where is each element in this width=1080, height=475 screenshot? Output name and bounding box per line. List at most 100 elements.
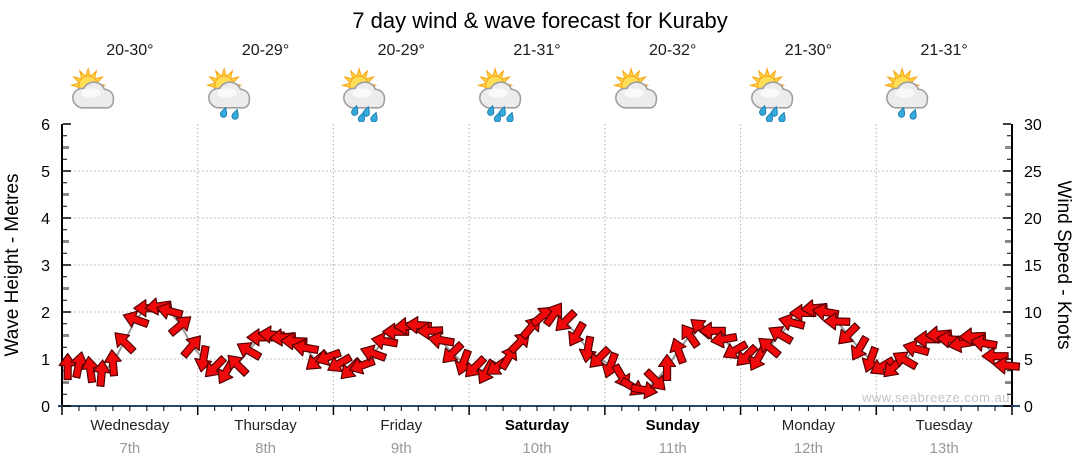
temperature-range: 20-32° — [649, 42, 697, 59]
day-date: 10th — [469, 440, 605, 460]
cloud-body — [619, 95, 656, 108]
wind-arrow-shape — [892, 351, 919, 371]
day-name-label: Sunday — [645, 417, 700, 434]
rain-drop — [231, 108, 239, 120]
wind-arrow-shape — [823, 312, 851, 331]
wind-arrow-shape — [70, 351, 89, 379]
watermark: www.seabreeze.com.au — [861, 390, 1010, 405]
day-date-label: 11th — [658, 440, 687, 457]
wind-arrow-shape — [103, 349, 122, 377]
day-temperature: 20-29° — [198, 42, 334, 62]
wind-arrow-shape — [327, 353, 353, 373]
cloud-body — [483, 95, 520, 108]
wind-arrow — [850, 335, 870, 361]
weather-icon-sun-cloud-rain — [476, 66, 522, 122]
right-axis-tick-label: 10 — [1024, 305, 1042, 322]
wind-arrow — [630, 381, 658, 400]
cloud-highlight — [217, 88, 237, 98]
day-date: 8th — [198, 440, 334, 460]
day-temperature: 20-30° — [62, 42, 198, 62]
wind-arrow-shape — [669, 337, 687, 365]
wind-arrow-shape — [314, 348, 342, 367]
right-axis-tick-label: 25 — [1024, 164, 1042, 181]
weather-icon-slot — [198, 66, 334, 124]
day-date: 11th — [605, 440, 741, 460]
wind-arrow-shape — [204, 355, 227, 378]
wind-arrow-shape — [360, 344, 388, 362]
wind-arrow-shape — [465, 355, 488, 378]
rain-drop — [898, 106, 906, 118]
rain-drop — [363, 105, 371, 117]
day-temperature: 21-31° — [876, 42, 1012, 62]
day-temperature: 21-30° — [741, 42, 877, 62]
weather-icon-sun-cloud — [69, 66, 115, 109]
wind-arrow — [838, 322, 861, 345]
wind-arrow — [360, 344, 388, 362]
rain-drop — [487, 104, 495, 116]
day-date: 13th — [876, 440, 1012, 460]
wind-arrow-shape — [681, 324, 701, 349]
left-axis-tick-label: 6 — [41, 117, 50, 134]
wind-arrow — [892, 351, 919, 371]
wind-arrow-shape — [415, 321, 444, 340]
wind-arrow — [758, 337, 782, 359]
cloud-highlight — [759, 88, 780, 98]
wind-arrow-shape — [92, 359, 111, 387]
rain-drop — [219, 106, 227, 118]
wind-arrow-shape — [710, 330, 738, 349]
rain-drop — [765, 111, 773, 122]
wind-arrow — [681, 324, 701, 349]
day-date: 12th — [741, 440, 877, 460]
wind-arrow-shape — [144, 297, 173, 316]
rain-drop — [777, 111, 786, 122]
wind-arrow-shape — [236, 342, 263, 361]
cloud-body — [347, 95, 384, 108]
wind-arrow — [568, 320, 587, 347]
wind-arrow — [902, 339, 930, 358]
wind-arrow — [589, 345, 612, 368]
wind-arrow-shape — [114, 332, 137, 355]
wind-arrow-shape — [370, 331, 399, 350]
wind-arrow-shape — [870, 356, 896, 375]
wind-arrow — [823, 312, 851, 331]
right-axis-tick-label: 15 — [1024, 258, 1042, 275]
wind-arrow-shape — [698, 321, 726, 340]
wind-arrow-shape — [723, 340, 749, 360]
wind-arrow — [970, 333, 998, 352]
wind-arrow — [144, 297, 173, 316]
wind-arrow — [314, 348, 342, 367]
wind-arrow — [81, 355, 100, 384]
wind-arrow-shape — [543, 302, 563, 328]
wind-arrow — [723, 340, 749, 360]
left-axis-tick-label: 5 — [41, 164, 50, 181]
day-date: 9th — [333, 440, 469, 460]
day-name-label: Monday — [781, 417, 836, 434]
wind-arrow-shape — [992, 356, 1021, 375]
wind-arrow-shape — [291, 338, 320, 357]
right-axis-tick-label: 20 — [1024, 211, 1042, 228]
day-temperature: 20-29° — [333, 42, 469, 62]
wind-arrow — [736, 343, 759, 366]
wind-arrow-shape — [81, 355, 100, 384]
wind-arrow — [236, 342, 263, 361]
day-date-label: 7th — [119, 440, 141, 457]
wind-arrow — [70, 351, 89, 379]
left-axis-tick-label: 2 — [41, 305, 50, 322]
wind-arrow — [291, 338, 320, 357]
left-axis-tick-label: 1 — [41, 352, 50, 369]
wind-arrow-shape — [657, 353, 677, 382]
wind-arrow — [204, 355, 227, 378]
wind-arrow — [58, 352, 77, 381]
day-temperature: 20-32° — [605, 42, 741, 62]
wind-arrow — [992, 356, 1021, 375]
cloud-highlight — [81, 88, 101, 98]
chart-title: 7 day wind & wave forecast for Kuraby — [352, 8, 728, 33]
wind-arrow-shape — [227, 354, 250, 377]
day-name-label: Saturday — [504, 417, 570, 434]
wind-arrow — [427, 331, 455, 349]
wind-arrow-shape — [180, 335, 202, 359]
wind-arrow-shape — [902, 339, 930, 358]
weather-icon-sun-cloud-light-rain — [884, 66, 929, 120]
temperature-range: 21-30° — [784, 42, 833, 59]
